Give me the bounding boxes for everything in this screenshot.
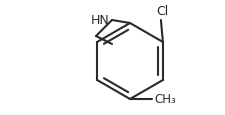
Text: HN: HN xyxy=(91,14,110,27)
Text: Cl: Cl xyxy=(155,5,167,18)
Text: CH₃: CH₃ xyxy=(153,93,175,106)
